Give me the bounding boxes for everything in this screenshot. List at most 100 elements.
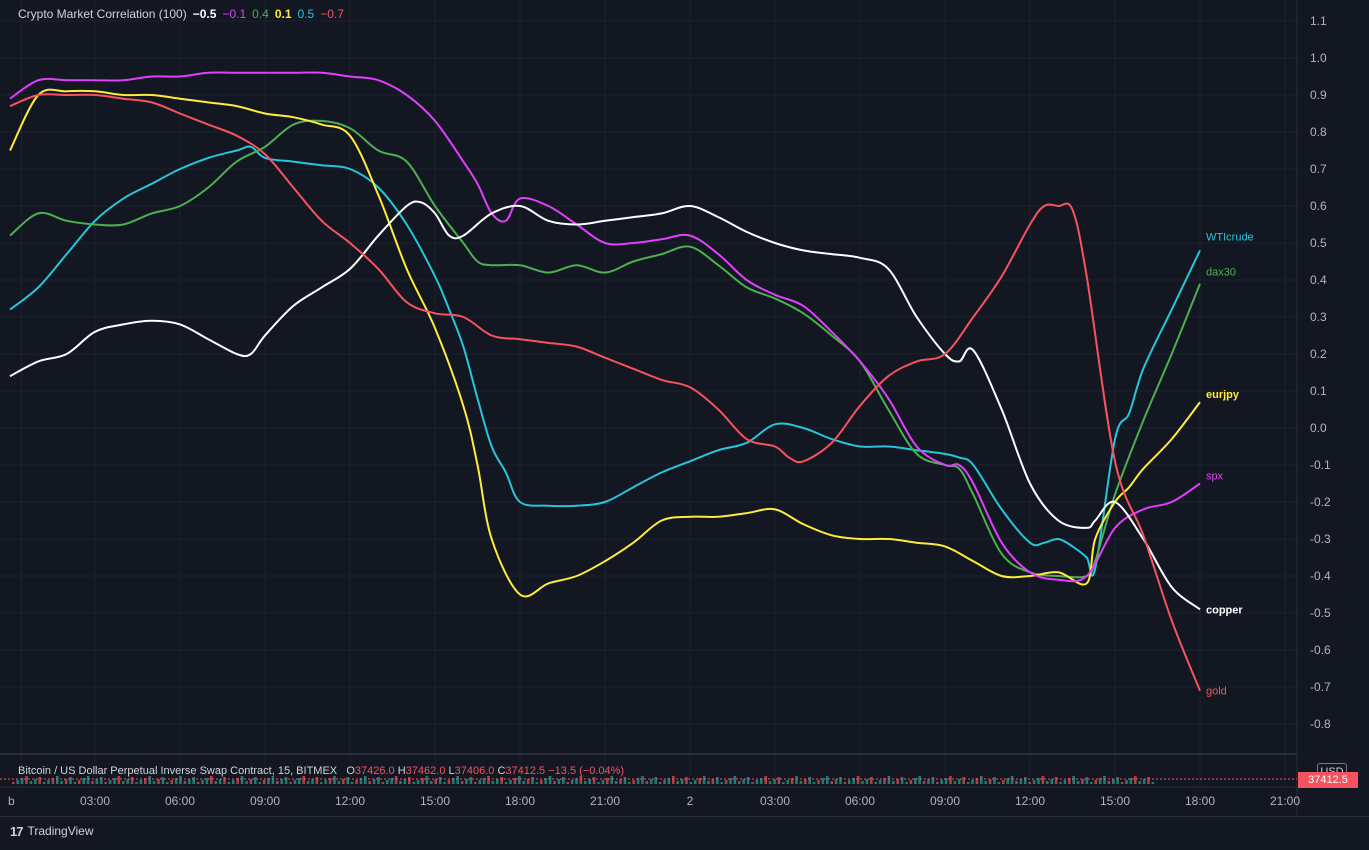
lower-pane-bar — [166, 782, 169, 784]
ohlc-low: 37406.0 — [454, 765, 495, 777]
lower-pane-bar — [927, 779, 930, 784]
y-tick-label: -0.6 — [1310, 643, 1331, 657]
y-tick-label: 0.5 — [1310, 236, 1327, 250]
series-line-copper — [9, 200, 1201, 611]
lower-pane-bar — [777, 777, 781, 784]
x-tick-label: 21:00 — [590, 794, 620, 808]
lower-pane-bar — [1120, 782, 1124, 784]
x-tick-label: 06:00 — [845, 794, 875, 808]
lower-pane-bar — [1006, 778, 1009, 784]
lower-pane-bar — [575, 778, 578, 784]
x-axis[interactable]: b 03:00 06:00 09:00 12:00 15:00 18:00 21:00 2 03:… — [8, 794, 1300, 808]
lower-pane-bar — [152, 781, 156, 784]
lower-pane-bar — [293, 780, 297, 784]
lower-pane-bar — [355, 780, 358, 784]
lower-pane-bar — [113, 778, 116, 784]
lower-pane-bar — [421, 778, 424, 784]
lower-pane-bar — [205, 778, 209, 784]
y-tick-label: 0.2 — [1310, 347, 1327, 361]
lower-pane-bar — [443, 782, 446, 784]
lower-pane-bar — [201, 780, 204, 784]
lower-pane-bar — [984, 781, 987, 784]
lower-pane-bar — [658, 782, 662, 784]
lower-pane-bar — [601, 780, 605, 784]
lower-pane-bar — [993, 777, 996, 784]
lower-pane-bar — [249, 779, 253, 784]
y-tick-label: -0.1 — [1310, 458, 1331, 472]
lower-pane-bar — [1116, 777, 1119, 784]
lower-pane-bar — [240, 776, 244, 784]
lower-pane-bar — [720, 782, 723, 784]
lower-pane-bar — [12, 782, 15, 784]
lower-pane-bar — [553, 781, 556, 784]
lower-pane-bar — [562, 777, 565, 784]
lower-pane-bar — [799, 781, 803, 784]
lower-pane-bar — [350, 782, 354, 784]
lower-pane-bar — [663, 780, 666, 784]
lower-pane-bar — [883, 778, 886, 784]
lower-pane-bar — [100, 777, 103, 784]
series-labels: WTIcrude dax30 eurjpy spx copper gold — [1206, 231, 1254, 697]
lower-pane-bar — [148, 776, 151, 784]
lower-pane-bar — [500, 777, 503, 784]
lower-pane-bar — [733, 776, 737, 784]
lower-pane-bar — [430, 781, 433, 784]
lower-pane-bar — [1081, 779, 1084, 784]
lower-pane-bar — [408, 777, 411, 784]
lower-pane-bar — [434, 779, 437, 784]
x-tick-label: 12:00 — [1015, 794, 1045, 808]
indicator-legend[interactable]: Crypto Market Correlation (100) −0.5 −0.… — [18, 6, 344, 22]
lower-pane-bar — [1072, 776, 1075, 784]
lower-pane-bar — [768, 781, 772, 784]
lower-pane-bar — [51, 778, 55, 784]
lower-pane-bar — [1032, 780, 1036, 784]
lower-pane-bar — [390, 778, 393, 784]
lower-pane-bar — [29, 781, 33, 784]
lower-pane-bar — [196, 782, 200, 784]
lower-pane-bar — [949, 776, 952, 784]
lower-pane-bar — [817, 780, 820, 784]
lower-pane-bar — [412, 782, 415, 784]
lower-pane-bar — [896, 779, 899, 784]
lower-pane-bar — [958, 779, 961, 784]
lower-pane-bar — [438, 777, 442, 784]
lower-pane-bar — [364, 776, 367, 784]
lower-pane-bar — [284, 777, 288, 784]
lower-pane-bar — [1019, 779, 1023, 784]
x-tick-label: 15:00 — [420, 794, 450, 808]
x-tick-label: 12:00 — [335, 794, 365, 808]
x-tick-label: 18:00 — [1185, 794, 1215, 808]
lower-pane-bar — [812, 782, 816, 784]
lower-pane-bar — [707, 781, 710, 784]
x-tick-label: 06:00 — [165, 794, 195, 808]
lower-pane-bar — [223, 777, 226, 784]
lower-pane-bar — [245, 781, 248, 784]
tradingview-logo[interactable]: 17 TradingView — [10, 823, 94, 839]
y-tick-label: 0.4 — [1310, 273, 1327, 287]
legend-value-wticrude: 0.5 — [297, 7, 315, 21]
series-label-spx: spx — [1206, 471, 1224, 483]
lower-pane-bar — [724, 780, 728, 784]
lower-pane-bar — [227, 782, 231, 784]
lower-pane-bar — [188, 779, 191, 784]
lower-pane-bar — [34, 779, 37, 784]
lower-pane-bar — [773, 779, 776, 784]
lower-pane-bar — [922, 781, 926, 784]
lower-pane-bar — [623, 777, 627, 784]
lower-pane-bar — [610, 776, 613, 784]
lower-pane-bar — [403, 779, 407, 784]
lower-pane-bar — [729, 778, 732, 784]
lower-pane-bar — [311, 779, 314, 784]
lower-pane-bar — [918, 776, 921, 784]
lower-pane-bar — [760, 778, 763, 784]
lower-pane-bar — [606, 778, 609, 784]
symbol-legend[interactable]: Bitcoin / US Dollar Perpetual Inverse Sw… — [18, 764, 624, 778]
lower-pane-bar — [570, 780, 574, 784]
lower-pane-bar — [786, 780, 789, 784]
lower-pane-bar — [878, 780, 882, 784]
y-axis[interactable]: 1.1 1.0 0.9 0.8 0.7 0.6 0.5 0.4 0.3 0.2 0.1 0.0 -0.1… — [1310, 14, 1331, 731]
lower-pane-bar — [966, 782, 970, 784]
lower-pane-bar — [654, 777, 657, 784]
series-label-copper: copper — [1206, 604, 1243, 616]
